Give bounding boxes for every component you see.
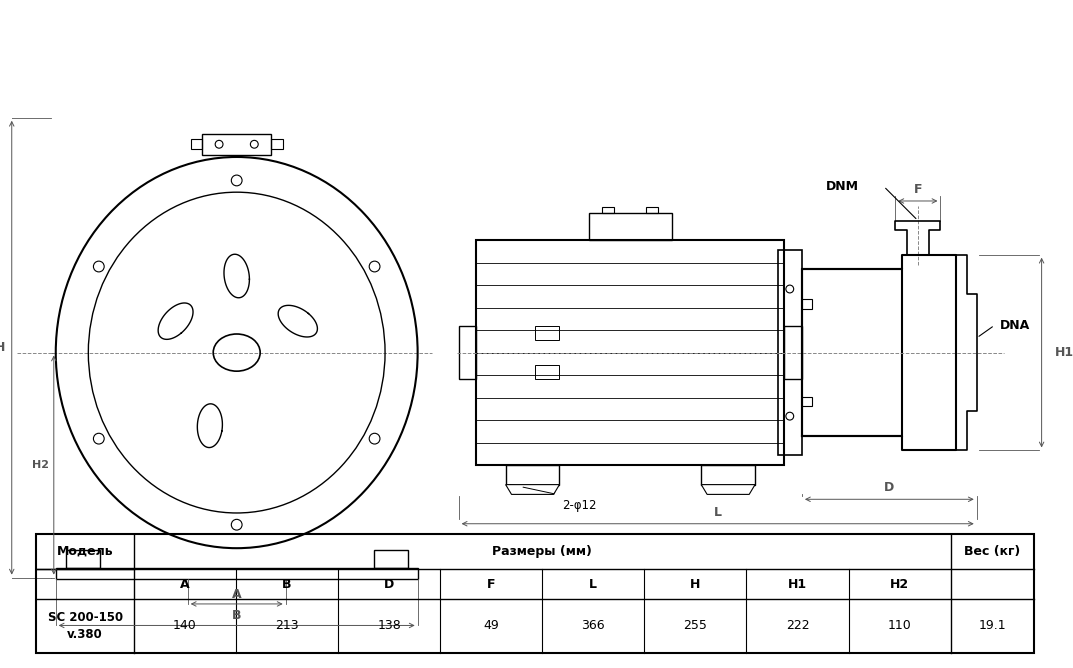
Bar (535, 326, 559, 340)
Text: A: A (180, 578, 190, 591)
Text: L: L (589, 578, 598, 591)
Text: B: B (282, 578, 292, 591)
Text: H: H (690, 578, 701, 591)
Bar (458, 326, 476, 379)
Text: L: L (714, 506, 722, 518)
Bar (802, 269, 901, 436)
Bar (778, 250, 802, 456)
Text: B: B (232, 609, 241, 622)
Bar (602, 207, 614, 212)
Text: D: D (384, 578, 395, 591)
Text: DNA: DNA (1000, 319, 1030, 332)
Bar (373, 550, 408, 568)
Bar (505, 465, 559, 484)
Bar (476, 240, 784, 465)
Polygon shape (505, 484, 559, 494)
Text: Вес (кг): Вес (кг) (965, 545, 1020, 558)
Text: Модель: Модель (57, 545, 114, 558)
Text: H2: H2 (31, 460, 48, 470)
Bar (647, 207, 658, 212)
Bar (784, 326, 802, 379)
Text: 140: 140 (173, 619, 197, 633)
Text: 19.1: 19.1 (979, 619, 1006, 633)
Text: 2-φ12: 2-φ12 (562, 499, 597, 512)
Text: Размеры (мм): Размеры (мм) (493, 545, 592, 558)
Text: F: F (913, 183, 922, 196)
Text: H2: H2 (891, 578, 909, 591)
Bar (56, 568, 417, 579)
Text: SC 200-150
v.380: SC 200-150 v.380 (47, 611, 122, 641)
Text: 213: 213 (276, 619, 299, 633)
Bar (36, 534, 1033, 653)
Bar (802, 397, 812, 406)
Text: DNM: DNM (826, 180, 859, 193)
Polygon shape (702, 484, 755, 494)
Bar (802, 299, 812, 309)
Text: A: A (232, 588, 241, 601)
Text: 222: 222 (785, 619, 809, 633)
Bar (65, 550, 100, 568)
Text: 366: 366 (582, 619, 605, 633)
Bar (270, 140, 282, 149)
Bar (589, 212, 672, 240)
Text: H1: H1 (1056, 346, 1073, 359)
Text: D: D (884, 481, 895, 494)
Bar (203, 134, 270, 155)
Text: 49: 49 (484, 619, 499, 633)
Text: 255: 255 (684, 619, 707, 633)
Bar (702, 465, 755, 484)
Bar (191, 140, 203, 149)
Text: 110: 110 (887, 619, 911, 633)
Text: H1: H1 (788, 578, 807, 591)
Text: 138: 138 (378, 619, 401, 633)
Bar (535, 365, 559, 379)
Text: H: H (0, 341, 5, 354)
Text: F: F (487, 578, 496, 591)
